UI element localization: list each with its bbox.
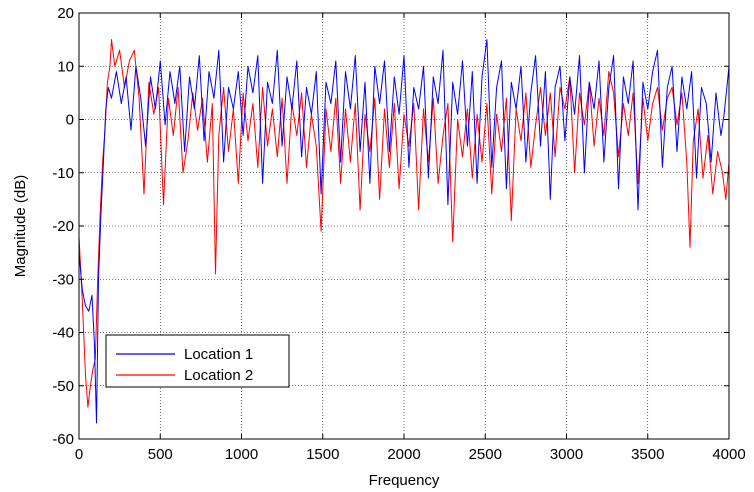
y-tick-label: -40 bbox=[52, 325, 74, 342]
legend-label-location-1: Location 1 bbox=[184, 346, 253, 363]
x-tick-label: 3000 bbox=[550, 446, 583, 463]
legend: Location 1 Location 2 bbox=[105, 334, 290, 388]
x-tick-label: 1000 bbox=[225, 446, 258, 463]
x-tick-label: 4000 bbox=[712, 446, 745, 463]
legend-label-location-2: Location 2 bbox=[184, 367, 253, 384]
x-tick-label: 3500 bbox=[631, 446, 664, 463]
y-tick-labels: -60 -50 -40 -30 -20 -10 0 10 20 bbox=[52, 5, 74, 448]
y-tick-label: -60 bbox=[52, 431, 74, 448]
y-tick-label: -10 bbox=[52, 165, 74, 182]
y-tick-label: 10 bbox=[57, 58, 74, 75]
y-tick-label: -20 bbox=[52, 218, 74, 235]
y-tick-label: 0 bbox=[66, 112, 74, 129]
x-axis-label: Frequency bbox=[369, 472, 440, 489]
series-line-2 bbox=[78, 39, 730, 408]
y-tick-label: -50 bbox=[52, 378, 74, 395]
legend-box bbox=[105, 334, 290, 388]
series-group bbox=[78, 39, 730, 424]
y-axis-label: Magnitude (dB) bbox=[12, 175, 29, 278]
x-tick-label: 2000 bbox=[387, 446, 420, 463]
x-tick-label: 1500 bbox=[306, 446, 339, 463]
series-line-1 bbox=[78, 39, 730, 424]
x-tick-label: 0 bbox=[75, 446, 83, 463]
y-tick-label: 20 bbox=[57, 5, 74, 22]
y-tick-label: -30 bbox=[52, 271, 74, 288]
tick-marks bbox=[78, 12, 730, 440]
x-tick-label: 2500 bbox=[469, 446, 502, 463]
x-tick-label: 500 bbox=[148, 446, 173, 463]
x-tick-labels: 0 500 1000 1500 2000 2500 3000 3500 4000 bbox=[75, 446, 746, 463]
